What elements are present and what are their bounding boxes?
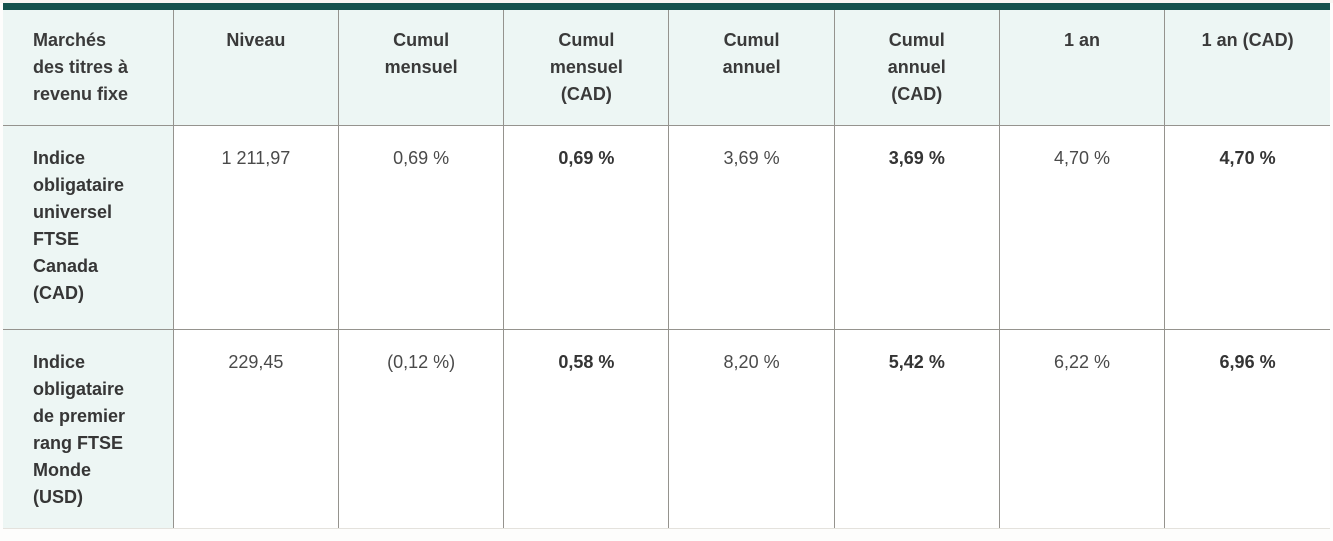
table-body: Indice obligataire universel FTSE Canada… xyxy=(3,125,1330,528)
cell-cumul-mensuel-cad: 0,58 % xyxy=(503,329,669,528)
header-row: Marchés des titres à revenu fixe Niveau … xyxy=(3,10,1330,126)
cell-1an-cad: 6,96 % xyxy=(1164,329,1330,528)
cell-cumul-mensuel-cad: 0,69 % xyxy=(503,125,669,330)
cell-cumul-annuel-cad: 5,42 % xyxy=(833,329,1000,528)
header-cell-niveau: Niveau xyxy=(172,10,339,126)
page: Marchés des titres à revenu fixe Niveau … xyxy=(0,3,1333,541)
cell-1an: 4,70 % xyxy=(998,125,1165,330)
header-cell-cumul-annuel: Cumul annuel xyxy=(668,10,835,126)
cell-cumul-mensuel: (0,12 %) xyxy=(337,329,504,528)
data-table: Marchés des titres à revenu fixe Niveau … xyxy=(3,10,1330,528)
cell-cumul-annuel: 3,69 % xyxy=(668,125,835,330)
cell-cumul-annuel: 8,20 % xyxy=(668,329,835,528)
cell-1an: 6,22 % xyxy=(998,329,1165,528)
cell-cumul-mensuel: 0,69 % xyxy=(337,125,504,330)
header-cell-1an: 1 an xyxy=(998,10,1165,126)
table-row-ftse-canada: Indice obligataire universel FTSE Canada… xyxy=(3,125,1330,330)
cell-niveau: 229,45 xyxy=(172,329,339,528)
row-label: Indice obligataire de premier rang FTSE … xyxy=(3,329,174,528)
header-cell-1an-cad: 1 an (CAD) xyxy=(1164,10,1330,126)
cell-cumul-annuel-cad: 3,69 % xyxy=(833,125,1000,330)
table-row-ftse-monde: Indice obligataire de premier rang FTSE … xyxy=(3,329,1330,528)
header-cell-cumul-annuel-cad: Cumul annuel (CAD) xyxy=(833,10,1000,126)
header-cell-cumul-mensuel: Cumul mensuel xyxy=(337,10,504,126)
header-cell-cumul-mensuel-cad: Cumul mensuel (CAD) xyxy=(503,10,669,126)
fixed-income-returns-table: Marchés des titres à revenu fixe Niveau … xyxy=(3,3,1330,529)
row-label: Indice obligataire universel FTSE Canada… xyxy=(3,125,174,330)
table-header: Marchés des titres à revenu fixe Niveau … xyxy=(3,10,1330,126)
cell-niveau: 1 211,97 xyxy=(172,125,339,330)
cell-1an-cad: 4,70 % xyxy=(1164,125,1330,330)
header-cell-markets: Marchés des titres à revenu fixe xyxy=(3,10,174,126)
